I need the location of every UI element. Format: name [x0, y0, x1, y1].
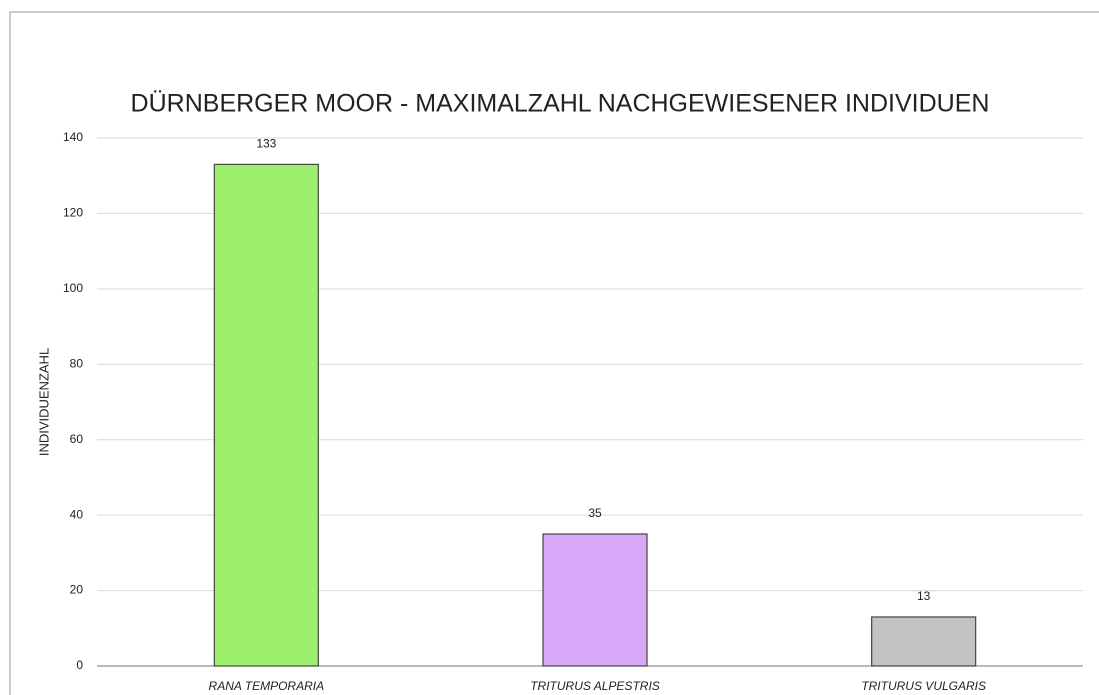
y-tick-label: 120 [63, 206, 83, 220]
y-tick-label: 140 [63, 130, 83, 144]
y-tick-label: 60 [70, 432, 84, 446]
x-tick-label: TRITURUS ALPESTRIS [530, 679, 660, 693]
y-tick-label: 100 [63, 281, 83, 295]
bar [213, 163, 319, 667]
y-axis-label: INDIVIDUENZAHL [36, 348, 51, 456]
y-tick-label: 40 [70, 507, 84, 521]
bar [871, 616, 977, 667]
y-tick-label: 0 [76, 658, 83, 672]
data-label: 13 [917, 589, 931, 603]
bar [542, 533, 648, 667]
x-tick-label: TRITURUS VULGARIS [861, 679, 986, 693]
x-tick-label: RANA TEMPORARIA [209, 679, 325, 693]
data-label: 35 [588, 506, 602, 520]
data-label: 133 [256, 137, 276, 151]
y-tick-label: 80 [70, 356, 84, 370]
chart-title: DÜRNBERGER MOOR - MAXIMALZAHL NACHGEWIES… [131, 90, 990, 118]
y-tick-label: 20 [70, 583, 84, 597]
